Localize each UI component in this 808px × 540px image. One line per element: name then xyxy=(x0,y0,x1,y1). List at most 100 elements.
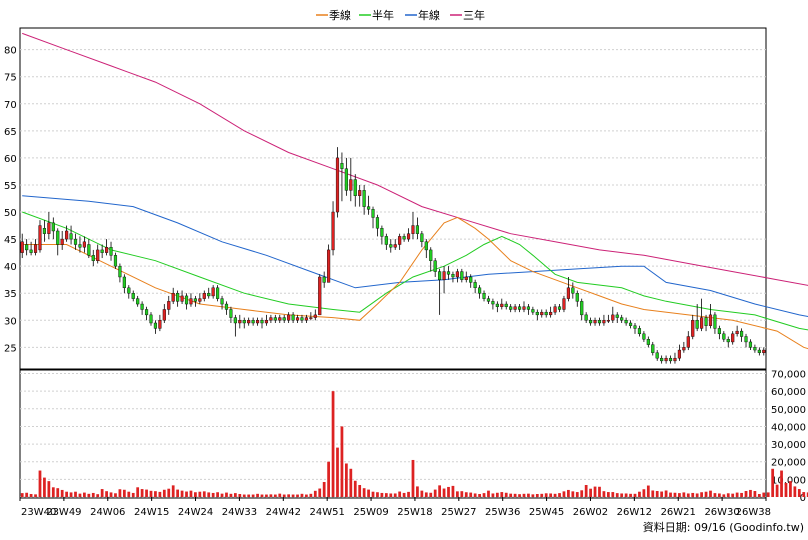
candle-down xyxy=(713,314,717,329)
volume-bar xyxy=(114,493,117,497)
volume-bar xyxy=(624,493,628,497)
volume-bar xyxy=(296,494,299,497)
candle-down xyxy=(615,314,619,318)
volume-bar xyxy=(806,492,808,497)
volume-bar xyxy=(544,493,548,497)
volume-bar xyxy=(580,490,584,497)
candle-up xyxy=(549,311,553,316)
volume-bar xyxy=(473,493,477,497)
volume-bar xyxy=(411,459,415,497)
candle-down xyxy=(726,339,730,343)
x-tick-label: 25W27 xyxy=(441,507,476,518)
volume-bar xyxy=(620,493,624,497)
candle-up xyxy=(162,309,166,321)
candle-up xyxy=(331,211,335,251)
candle-down xyxy=(651,344,655,353)
volume-bar xyxy=(731,493,735,497)
volume-bar xyxy=(83,492,86,497)
candle-down xyxy=(646,339,650,345)
volume-bar xyxy=(256,493,259,497)
volume-bar xyxy=(793,486,797,497)
candle-down xyxy=(757,349,761,353)
volume-bar xyxy=(376,492,379,497)
volume-bar xyxy=(87,493,91,497)
candle-down xyxy=(184,295,189,305)
candle-down xyxy=(51,222,55,232)
candle-down xyxy=(668,357,673,362)
volume-bar xyxy=(416,486,419,497)
price-tick-label: 80 xyxy=(4,46,17,57)
candle-up xyxy=(513,306,517,310)
x-tick-label: 24W06 xyxy=(90,507,125,518)
volume-bar xyxy=(602,491,606,497)
candle-down xyxy=(509,306,513,310)
candle-down xyxy=(389,244,393,248)
candle-down xyxy=(495,303,499,307)
volume-bar xyxy=(442,488,446,497)
volume-bar xyxy=(700,492,703,497)
volume-bar xyxy=(611,492,615,497)
candle-down xyxy=(380,228,384,237)
ma-line-quarter xyxy=(22,216,808,350)
volume-bar xyxy=(158,491,162,497)
candle-up xyxy=(442,271,446,280)
candle-down xyxy=(482,293,486,299)
volume-bar xyxy=(327,461,330,497)
volume-bar xyxy=(47,481,51,497)
candle-up xyxy=(455,271,459,278)
legend-label-three-year: 三年 xyxy=(463,8,485,22)
candle-down xyxy=(229,309,233,318)
volume-bar xyxy=(722,494,726,497)
candle-up xyxy=(611,314,615,321)
volume-bar xyxy=(43,477,46,497)
candle-up xyxy=(562,298,566,310)
volume-bar xyxy=(207,492,211,497)
volume-bar xyxy=(766,492,770,497)
price-tick-label: 50 xyxy=(4,208,17,219)
candle-down xyxy=(486,298,491,302)
volume-bar xyxy=(60,489,64,497)
volume-bar xyxy=(309,493,313,497)
volume-bars xyxy=(20,391,808,497)
candle-down xyxy=(78,244,82,248)
volume-bar xyxy=(615,493,619,497)
volume-bar xyxy=(362,488,366,497)
volume-bar xyxy=(331,391,335,497)
candle-down xyxy=(584,314,588,321)
candle-down xyxy=(176,293,180,302)
candle-up xyxy=(393,244,397,248)
candle-up xyxy=(171,293,175,302)
ma-line-year xyxy=(22,195,808,317)
candle-up xyxy=(82,241,86,248)
candle-down xyxy=(122,276,126,289)
candle-up xyxy=(20,241,24,253)
volume-tick-label: 10,000 xyxy=(771,475,806,486)
candle-down xyxy=(56,230,60,245)
candle-down xyxy=(633,325,637,329)
volume-bar xyxy=(464,492,468,497)
candle-down xyxy=(282,317,286,321)
candle-down xyxy=(460,271,464,280)
candle-up xyxy=(211,287,215,297)
candle-down xyxy=(433,260,437,272)
candle-up xyxy=(105,247,109,253)
volume-bar xyxy=(65,491,69,497)
volume-bar xyxy=(202,491,206,497)
candle-up xyxy=(313,314,317,318)
volume-bar xyxy=(318,488,322,497)
x-tick-label: 24W33 xyxy=(222,507,257,518)
volume-bar xyxy=(100,489,104,497)
candle-up xyxy=(708,314,713,326)
candle-up xyxy=(349,179,353,191)
volume-bar xyxy=(686,493,690,497)
volume-bar xyxy=(664,490,668,497)
volume-bar xyxy=(29,494,33,497)
candle-down xyxy=(153,322,158,329)
candle-down xyxy=(748,341,753,348)
candle-up xyxy=(677,349,681,359)
volume-bar xyxy=(775,484,779,497)
x-tick-label: 26W21 xyxy=(661,507,696,518)
candle-down xyxy=(531,309,535,313)
candle-down xyxy=(69,233,73,240)
candle-up xyxy=(60,238,64,245)
